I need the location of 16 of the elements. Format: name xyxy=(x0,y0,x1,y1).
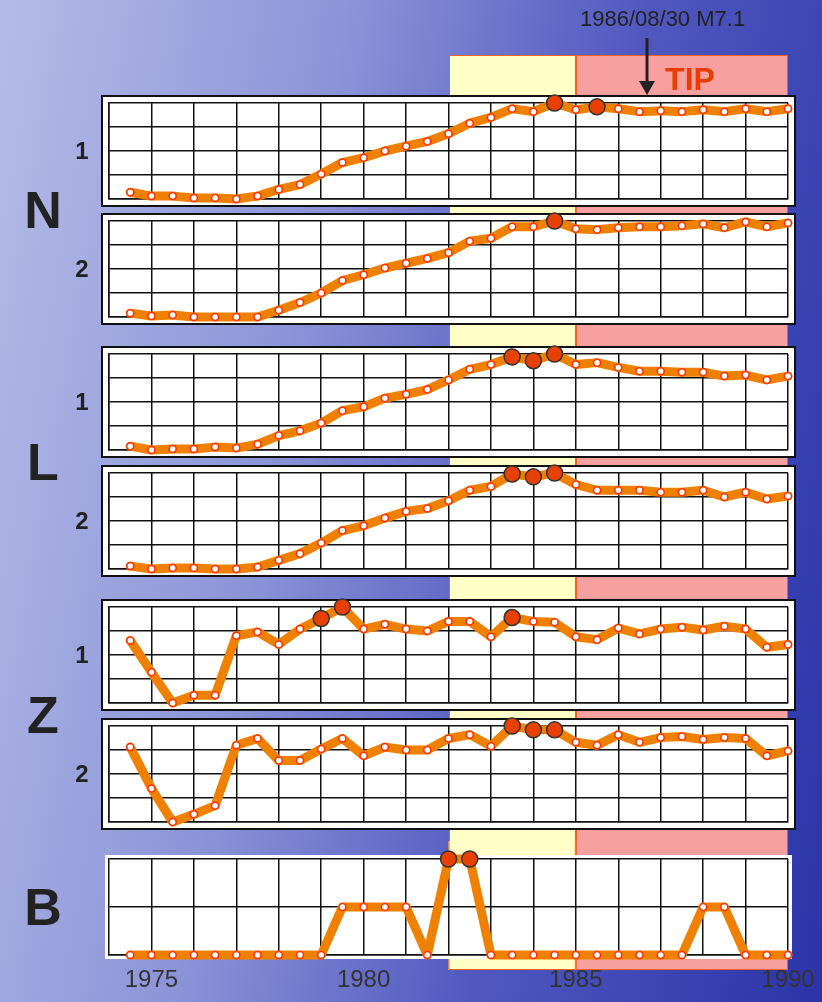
x-tick-label: 1975 xyxy=(123,965,180,992)
y-axis-title: 2 xyxy=(74,760,90,787)
text: Z xyxy=(26,685,60,744)
text: N xyxy=(23,181,63,239)
x-tick-label: 1980 xyxy=(335,965,392,992)
text: TIP xyxy=(665,61,715,97)
y-axis-title: 1 xyxy=(74,137,90,164)
chart-title: B xyxy=(23,878,63,936)
x-tick-label: 1985 xyxy=(548,965,604,992)
y-axis-title: 1 xyxy=(74,641,90,668)
text: 1986/08/30 M7.1 xyxy=(580,6,746,31)
text: L xyxy=(26,432,60,491)
y-axis-title: 1 xyxy=(74,388,90,415)
y-axis-title: 2 xyxy=(74,255,90,282)
y-axis-title: 2 xyxy=(74,507,90,534)
x-tick-label: 1990 xyxy=(760,965,816,992)
